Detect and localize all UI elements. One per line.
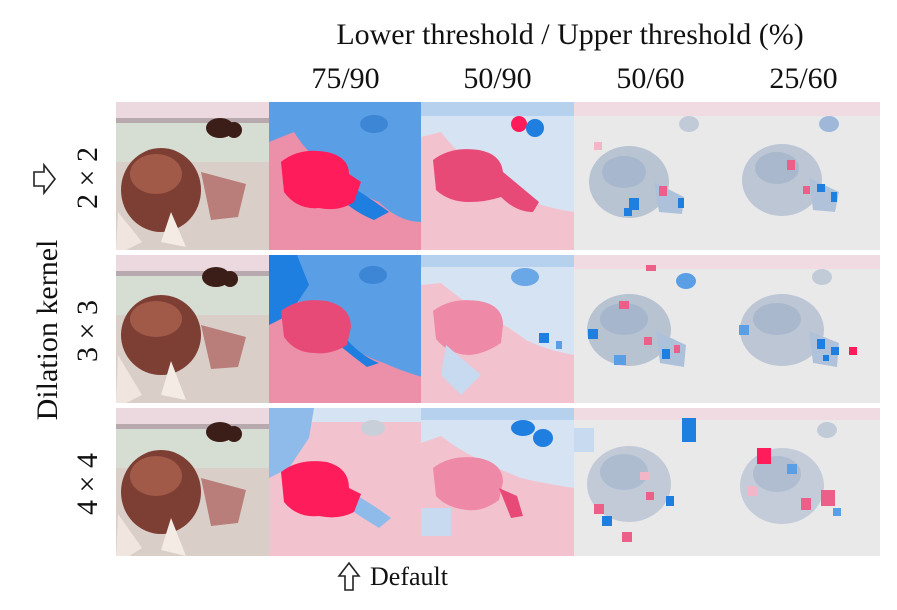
segmentation-4x4-75-90 xyxy=(269,408,422,556)
segmentation-3x3-50-60 xyxy=(574,255,727,403)
segmentation-4x4-50-90 xyxy=(421,408,574,556)
segmentation-4x4-25-60 xyxy=(727,408,880,556)
row-label-4x4: 4 × 4 xyxy=(71,453,104,515)
figure-title: Lower threshold / Upper threshold (%) xyxy=(336,18,804,51)
original-frame-row3 xyxy=(116,408,269,556)
original-frame-row1 xyxy=(116,102,269,250)
segmentation-3x3-75-90 xyxy=(269,255,422,403)
default-row-arrow-icon xyxy=(33,162,57,196)
column-header-25-60: 25/60 xyxy=(769,62,838,95)
segmentation-4x4-50-60 xyxy=(574,408,727,556)
row-label-2x2: 2 × 2 xyxy=(71,147,104,209)
dilation-kernel-axis-label: Dilation kernel xyxy=(31,239,64,421)
column-header-50-90: 50/90 xyxy=(463,62,532,95)
original-frame-row2 xyxy=(116,255,269,403)
segmentation-2x2-50-60 xyxy=(574,102,727,250)
column-header-75-90: 75/90 xyxy=(311,62,380,95)
default-label: Default xyxy=(370,562,448,591)
row-label-3x3: 3 × 3 xyxy=(71,300,104,362)
segmentation-2x2-75-90 xyxy=(269,102,422,250)
column-header-50-60: 50/60 xyxy=(616,62,685,95)
default-arrow-up-icon xyxy=(337,561,361,591)
segmentation-2x2-50-90 xyxy=(421,102,574,250)
segmentation-2x2-25-60 xyxy=(727,102,880,250)
segmentation-3x3-25-60 xyxy=(727,255,880,403)
segmentation-3x3-50-90 xyxy=(421,255,574,403)
